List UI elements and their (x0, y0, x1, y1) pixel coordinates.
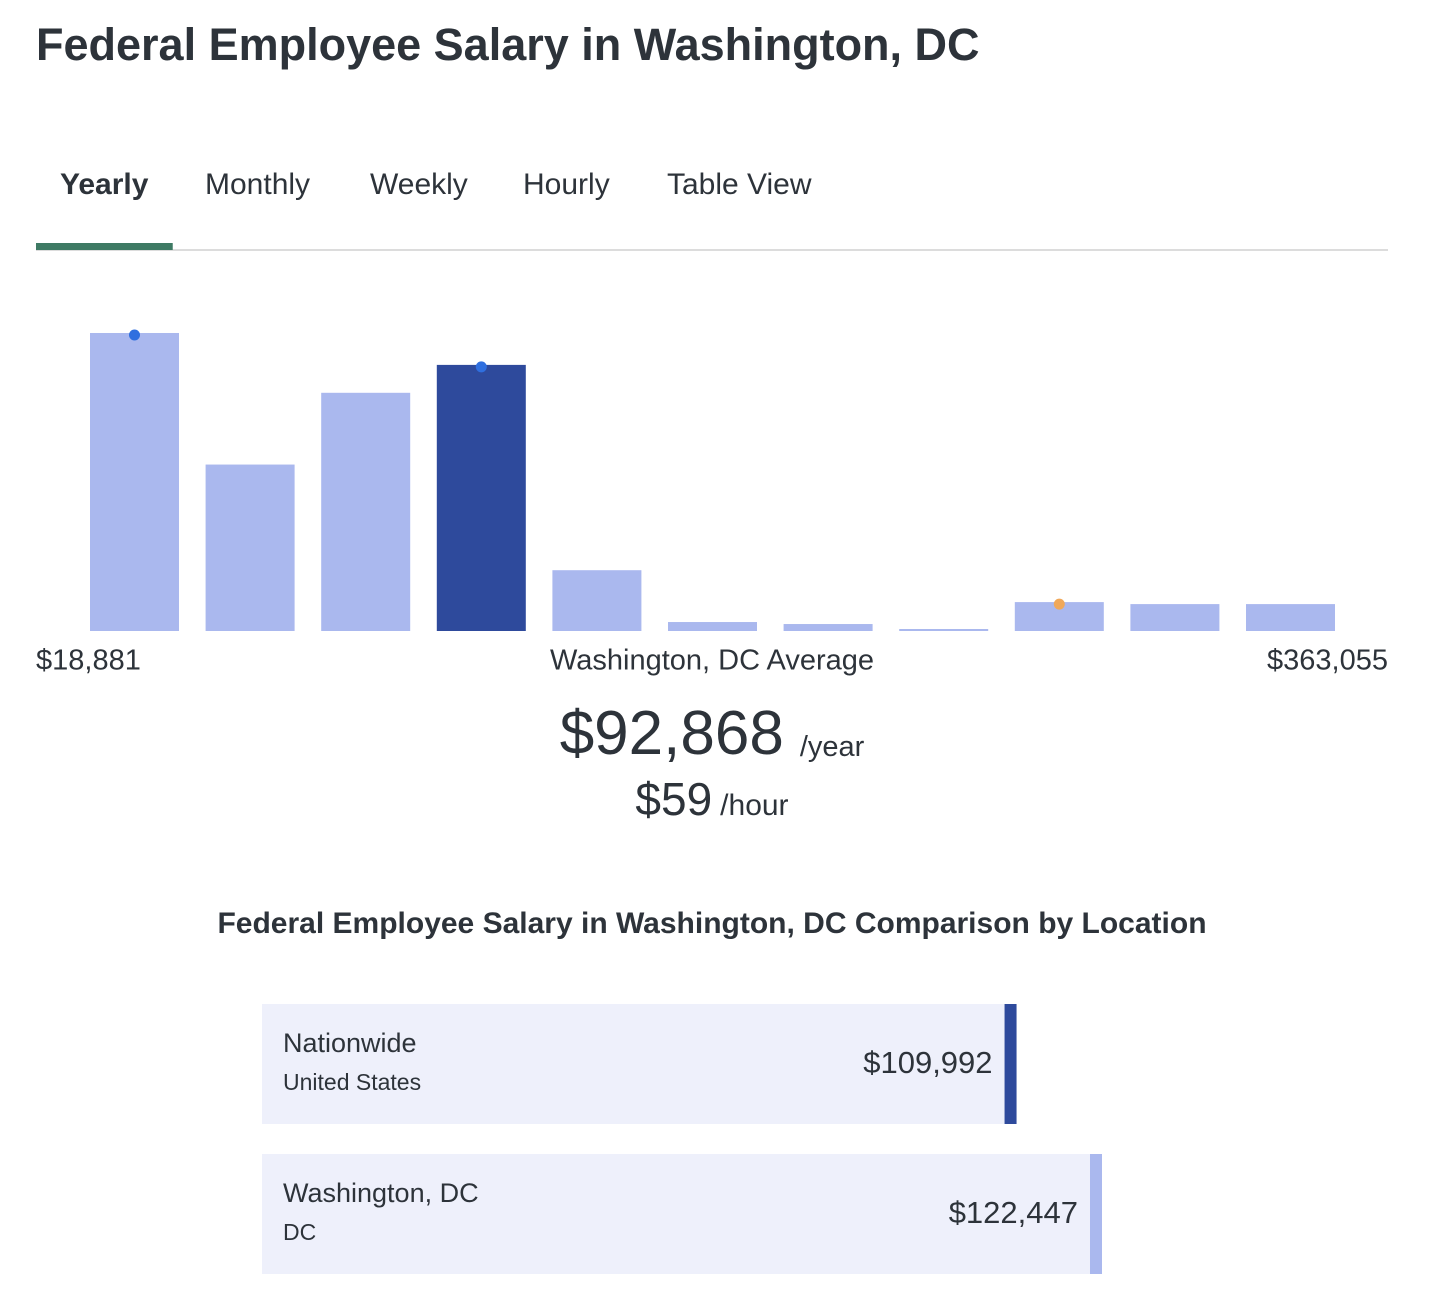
hourly-unit: /hour (720, 789, 788, 822)
bar-dot (129, 329, 140, 341)
comparison-title: Federal Employee Salary in Washington, D… (217, 907, 1206, 940)
x-tick-label: $363,055 (1267, 645, 1388, 677)
location-salary: $122,447 (949, 1195, 1078, 1230)
page-title: Federal Employee Salary in Washington, D… (36, 19, 980, 70)
bar (321, 392, 411, 631)
bar (899, 629, 989, 631)
bar (90, 332, 179, 631)
bar (783, 624, 873, 631)
bar (1130, 604, 1220, 631)
location-bar (262, 1154, 1102, 1274)
tab[interactable]: Yearly (60, 168, 149, 201)
location-region: DC (283, 1219, 316, 1245)
location-name: Nationwide (283, 1028, 417, 1058)
hourly-value: $59 (635, 773, 712, 825)
hourly-average: $59/hour (635, 773, 788, 825)
location-bar (262, 1004, 1017, 1124)
x-label: Washington, DC Average (550, 645, 874, 677)
location-region: United States (283, 1069, 421, 1095)
bar (436, 364, 526, 631)
bar (552, 570, 642, 631)
yearly-unit: /year (800, 731, 865, 763)
tab[interactable]: Hourly (523, 168, 610, 201)
yearly-average: $92,868/year (560, 699, 865, 768)
location-salary: $109,992 (863, 1045, 992, 1080)
bar (205, 464, 295, 631)
tab[interactable]: Monthly (205, 168, 310, 201)
bar (1246, 604, 1335, 631)
bar-dot (1053, 598, 1065, 610)
bar (668, 622, 757, 631)
location-accent (1004, 1004, 1017, 1124)
active-tab-indicator (36, 243, 173, 250)
location-accent (1090, 1154, 1102, 1274)
yearly-value: $92,868 (560, 699, 784, 768)
tab[interactable]: Weekly (370, 168, 468, 201)
bar-dot (475, 361, 487, 373)
location-name: Washington, DC (283, 1178, 479, 1208)
x-tick-label: $18,881 (36, 645, 141, 677)
tab[interactable]: Table View (667, 168, 812, 201)
